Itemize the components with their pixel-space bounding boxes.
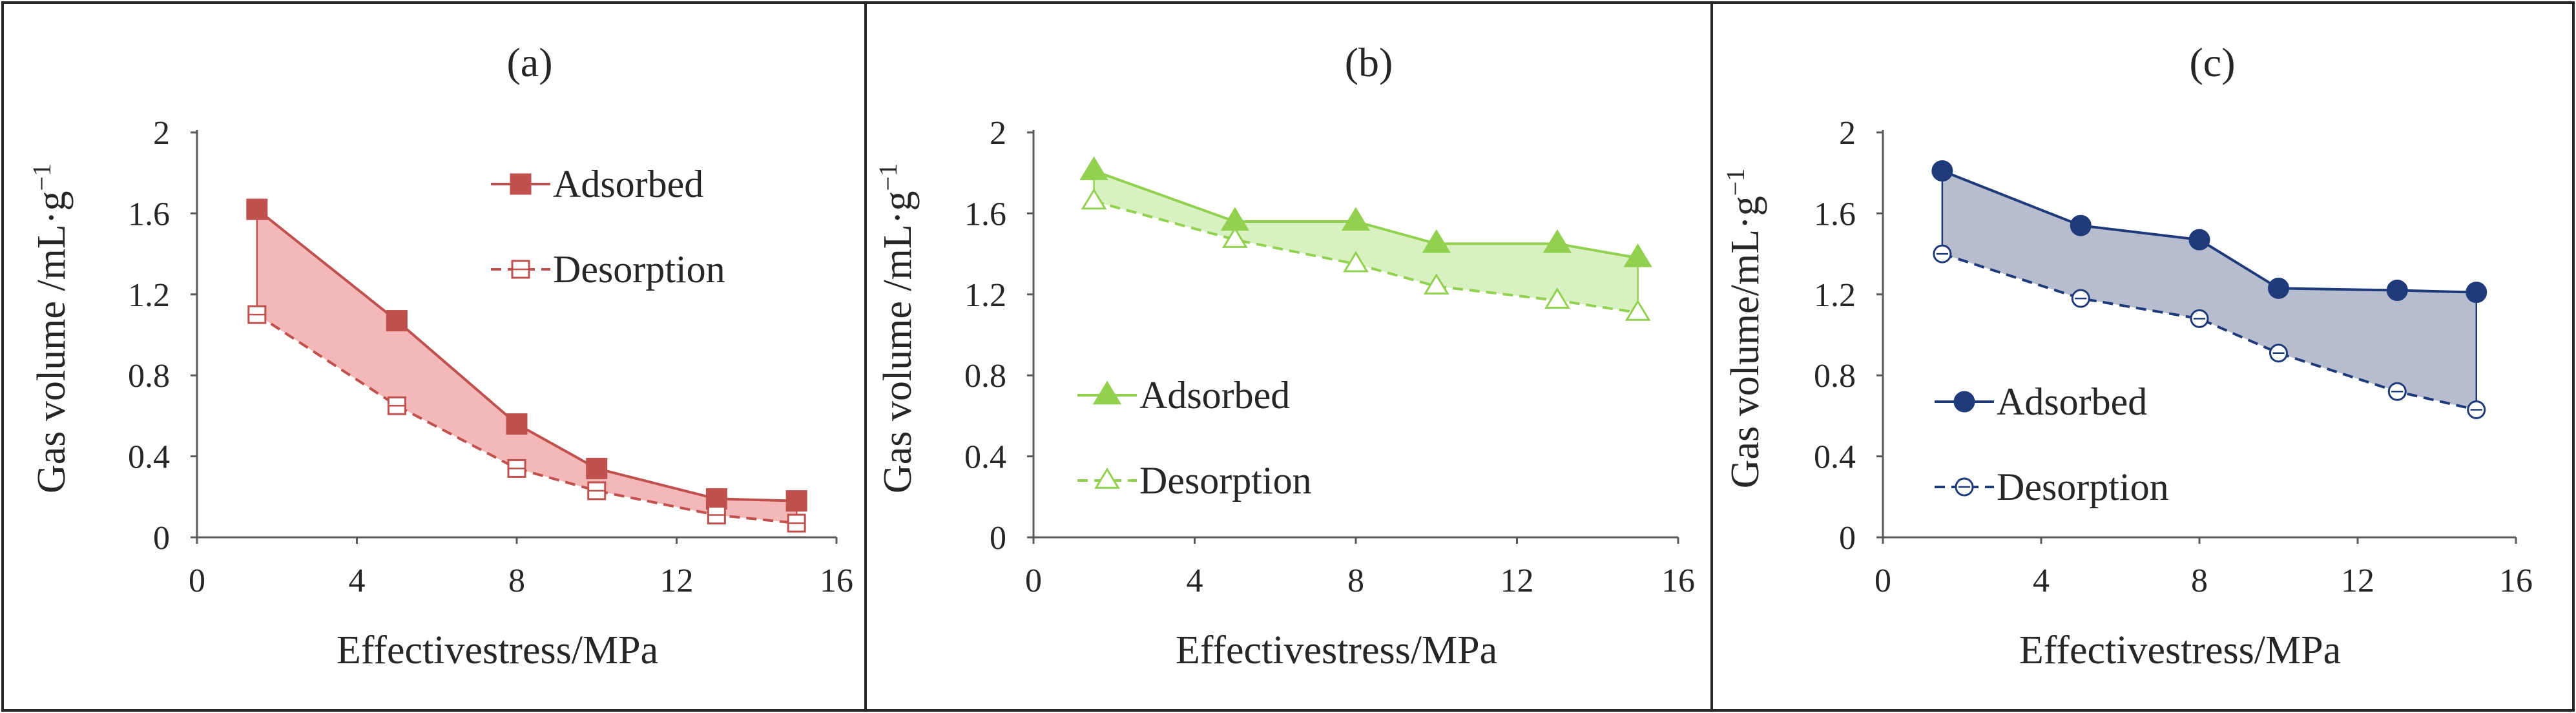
y-tick-label: 0.4 [964, 439, 1006, 476]
series-line-adsorbed [1942, 169, 2477, 294]
y-axis-title: Gas volume /mL·g−1 [27, 163, 74, 493]
chart-panel-2: (b) 0 4 8 12 16 0 0.4 0.8 1.2 1.6 2 Effectivestress/… [873, 39, 1695, 672]
x-axis-title: Effectivestress/MPa [1176, 628, 1497, 672]
series-line-desorption [1094, 200, 1638, 314]
data-point-desorption [1221, 227, 1248, 248]
y-axis-title-superscript: −1 [27, 163, 56, 191]
data-point-adsorbed [2386, 280, 2408, 302]
y-axis-title: Gas volume/mL·g−1 [1721, 169, 1767, 488]
data-point-adsorbed [246, 198, 268, 220]
panel-label: (b) [1345, 39, 1393, 85]
data-point-adsorbed [1623, 243, 1652, 267]
x-tick-label: 8 [508, 563, 525, 599]
data-point-adsorbed [2466, 282, 2488, 304]
series-line-desorption [256, 313, 797, 525]
y-tick-label: 0.8 [1814, 358, 1856, 395]
y-axis-title-main: Gas volume/mL·g [1723, 196, 1767, 488]
x-tick-label: 16 [1661, 563, 1695, 599]
y-tick-label: 1.2 [1814, 277, 1856, 314]
y-tick-label: 0 [153, 520, 170, 557]
legend-marker-adsorbed [510, 173, 532, 195]
y-tick-label: 0.8 [128, 358, 170, 395]
y-axis-title: Gas volume /mL·g−1 [873, 163, 920, 493]
x-tick-label: 12 [2341, 563, 2374, 599]
data-point-adsorbed [705, 488, 727, 510]
y-tick-label: 2 [153, 115, 170, 152]
chart-panel-3: (c) 0 4 8 12 16 0 0.4 0.8 1.2 1.6 2 Effectivestress/… [1721, 39, 2533, 672]
data-point-adsorbed [1341, 207, 1371, 231]
y-tick-label: 0.4 [128, 439, 170, 476]
data-point-desorption [1423, 273, 1449, 295]
y-tick-label: 1.6 [128, 196, 170, 232]
x-tick-label: 0 [189, 563, 205, 599]
series-line-adsorbed [256, 208, 797, 502]
series-line-adsorbed [1093, 169, 1638, 260]
legend-label-adsorbed: Adsorbed [1997, 380, 2147, 423]
hysteresis-band [1094, 170, 1638, 313]
panel-label: (c) [2189, 39, 2235, 85]
y-axis-title-main: Gas volume /mL·g [876, 191, 920, 493]
x-tick-label: 4 [2033, 563, 2050, 599]
x-tick-label: 8 [1347, 563, 1364, 599]
x-tick-label: 0 [1875, 563, 1891, 599]
y-tick-label: 1.6 [964, 196, 1006, 232]
data-point-adsorbed [785, 490, 807, 512]
y-tick-label: 2 [990, 115, 1006, 152]
y-axis-title-main: Gas volume /mL·g [30, 191, 74, 493]
y-tick-label: 0.8 [964, 358, 1006, 395]
y-tick-label: 0.4 [1814, 439, 1856, 476]
panel-label: (a) [506, 39, 552, 85]
x-axis-title: Effectivestress/MPa [337, 628, 658, 672]
y-tick-label: 0 [990, 520, 1006, 557]
data-point-adsorbed [386, 310, 408, 332]
legend-label-desorption: Desorption [553, 248, 725, 291]
data-point-adsorbed [2070, 214, 2092, 236]
x-tick-label: 12 [660, 563, 694, 599]
legend: Adsorbed Desorption [1077, 374, 1312, 502]
legend: Adsorbed Desorption [491, 163, 725, 291]
data-point-adsorbed [1542, 229, 1572, 253]
legend-label-desorption: Desorption [1139, 459, 1312, 502]
data-point-adsorbed [2268, 277, 2289, 299]
x-tick-label: 16 [820, 563, 853, 599]
x-tick-label: 4 [1187, 563, 1203, 599]
data-point-adsorbed [506, 413, 528, 435]
series-line-desorption [1942, 253, 2477, 411]
legend-marker-adsorbed [1092, 380, 1122, 405]
x-tick-label: 16 [2499, 563, 2533, 599]
legend-label-desorption: Desorption [1997, 466, 2169, 508]
x-tick-label: 12 [1501, 563, 1534, 599]
data-point-adsorbed [1422, 229, 1451, 253]
legend-marker-desorption [1094, 467, 1120, 489]
hysteresis-band [256, 209, 797, 524]
x-tick-label: 8 [2191, 563, 2208, 599]
y-axis-title-superscript: −1 [1721, 169, 1750, 196]
legend-marker-adsorbed [1953, 391, 1975, 413]
y-tick-label: 1.2 [128, 277, 170, 314]
x-tick-label: 0 [1025, 563, 1042, 599]
data-point-adsorbed [586, 457, 608, 479]
data-point-adsorbed [1079, 156, 1108, 180]
y-tick-label: 1.6 [1814, 196, 1856, 232]
y-axis-title-superscript: −1 [873, 163, 902, 191]
data-point-adsorbed [1931, 160, 1953, 182]
data-point-desorption [1081, 188, 1107, 210]
legend-label-adsorbed: Adsorbed [1139, 374, 1290, 417]
legend-label-adsorbed: Adsorbed [553, 163, 703, 205]
chart-panel-1: (a) 0 4 8 12 16 0 0.4 0.8 1.2 1.6 2 Effectivestress/… [27, 39, 853, 672]
data-point-desorption [1544, 287, 1570, 309]
legend: Adsorbed Desorption [1935, 380, 2169, 508]
x-axis-title: Effectivestress/MPa [2019, 628, 2341, 672]
y-tick-label: 2 [1839, 115, 1856, 152]
y-tick-label: 0 [1839, 520, 1856, 557]
data-point-adsorbed [2188, 229, 2210, 251]
data-point-desorption [1343, 251, 1369, 273]
y-tick-label: 1.2 [964, 277, 1006, 314]
data-point-desorption [1625, 299, 1651, 321]
x-tick-label: 4 [349, 563, 366, 599]
